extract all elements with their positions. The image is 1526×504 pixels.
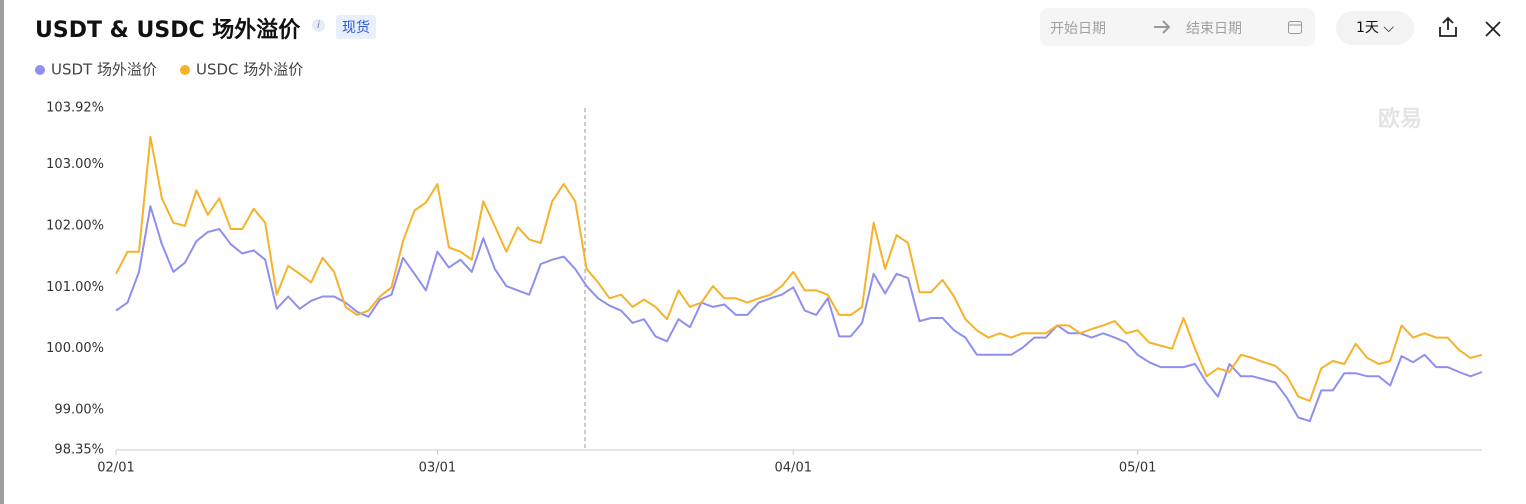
date-range[interactable]: 开始日期 结束日期 — [1040, 8, 1315, 46]
y-tick-label: 99.00% — [54, 403, 104, 418]
start-date[interactable]: 开始日期 — [1050, 21, 1106, 37]
badge[interactable]: 现货 — [336, 15, 376, 39]
y-tick-label: 103.92% — [46, 101, 104, 116]
y-tick-label: 98.35% — [54, 443, 104, 458]
edge — [0, 0, 4, 504]
share-icon[interactable] — [1437, 15, 1459, 39]
legend-label: USDT 场外溢价 — [51, 61, 157, 79]
arrow — [1154, 20, 1171, 34]
interval[interactable]: 1天 — [1356, 20, 1379, 36]
calendar-icon — [1288, 21, 1302, 34]
y-tick-label: 103.00% — [46, 157, 104, 172]
watermark: 欧易 — [1378, 106, 1422, 132]
y-tick-label: 100.00% — [46, 341, 104, 356]
legend-label: USDC 场外溢价 — [196, 61, 303, 79]
x-tick-label: 05/01 — [1119, 461, 1156, 476]
interval-button[interactable]: 1天 ⌵ — [1336, 11, 1414, 45]
series-line — [115, 135, 1483, 402]
legend-marker — [179, 65, 190, 75]
x-tick-label: 03/01 — [419, 461, 456, 476]
end-date[interactable]: 结束日期 — [1186, 21, 1242, 37]
y-tick-label: 101.00% — [46, 280, 104, 295]
x-tick-label: 04/01 — [775, 461, 812, 476]
legend-marker — [35, 65, 45, 75]
y-tick-label: 102.00% — [46, 218, 104, 233]
close-icon[interactable] — [1484, 20, 1502, 38]
info-icon[interactable]: i — [312, 19, 325, 32]
x-tick-label: 02/01 — [97, 461, 134, 476]
title: USDT & USDC 场外溢价 — [35, 18, 301, 43]
series-line — [115, 205, 1483, 423]
